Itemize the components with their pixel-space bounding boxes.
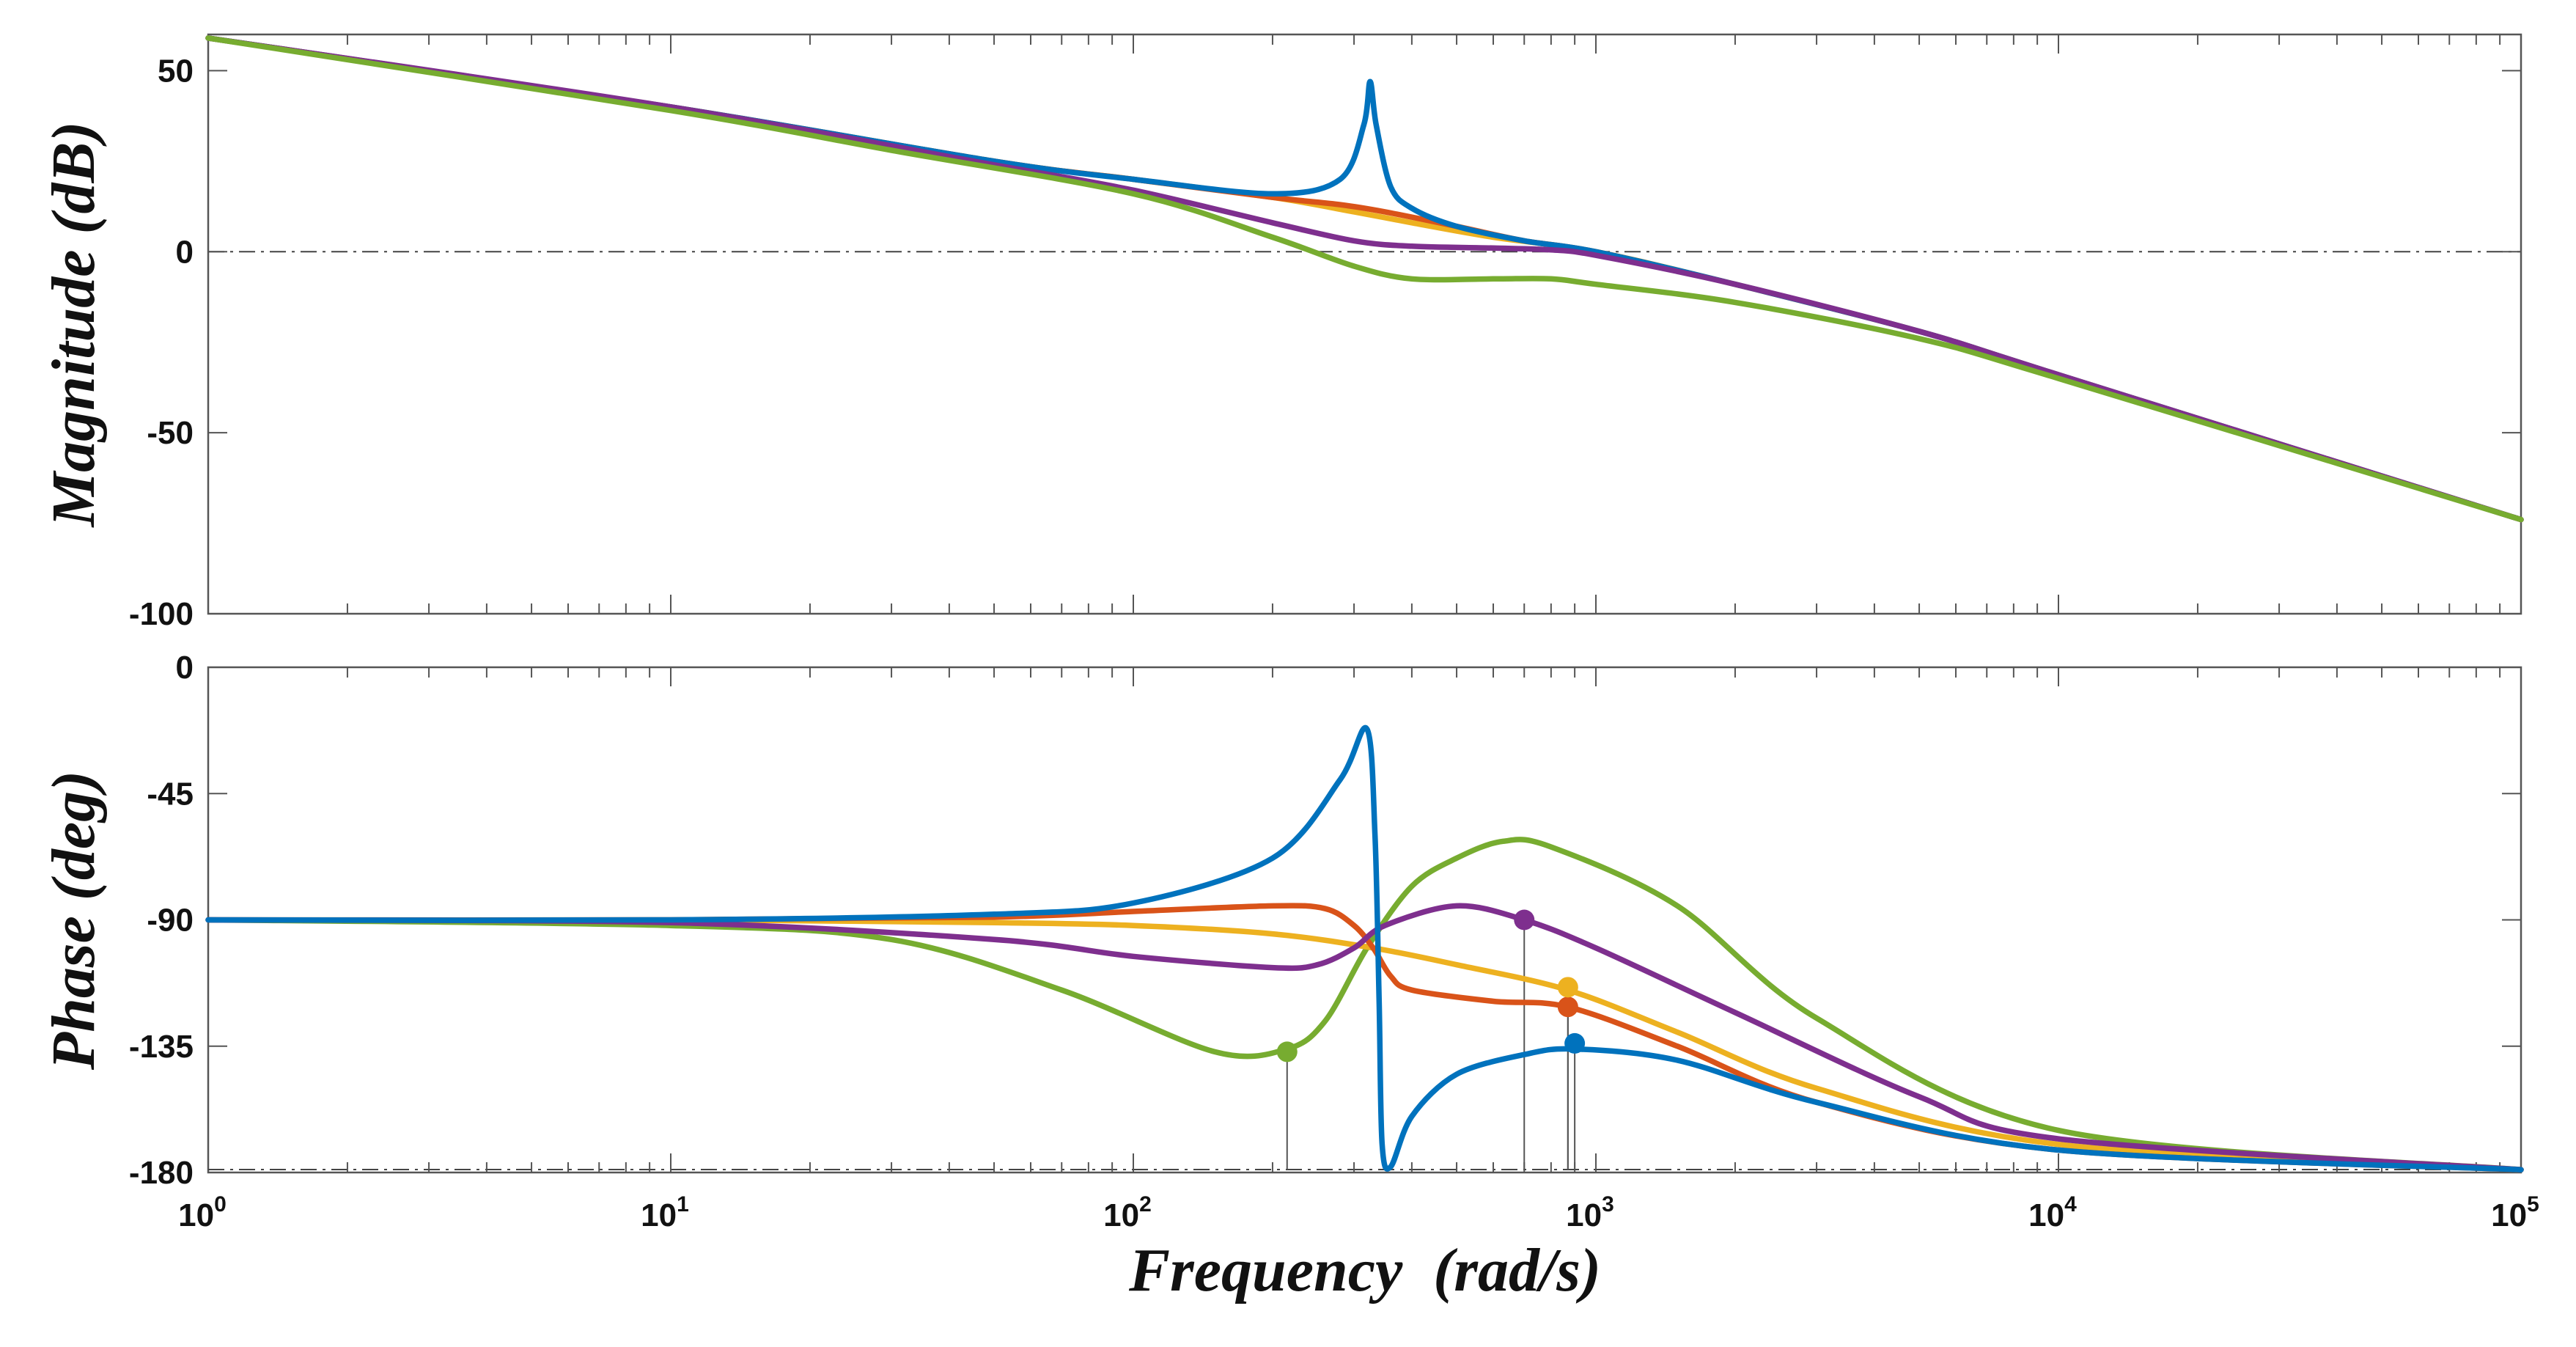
phase-y-tick-label: -135 [129, 1029, 194, 1065]
x-tick-exponent: 0 [214, 1192, 227, 1216]
phase-panel: 0 -45 -90 -135 -180 [129, 650, 2524, 1191]
x-tick-label: 102 [1103, 1192, 1152, 1233]
x-tick-label: 100 [178, 1192, 227, 1233]
magnitude-plot-frame [207, 33, 2522, 615]
phase-curve-yellow [704, 917, 2524, 1172]
x-tick-exponent: 2 [1139, 1192, 1152, 1216]
x-tick-label: 101 [641, 1192, 689, 1233]
magnitude-y-tick-label: 50 [158, 53, 194, 89]
magnitude-axis-label: Magnitude (dB) [40, 121, 108, 528]
magnitude-y-tick-label: -100 [129, 596, 194, 632]
magnitude-curve-green [205, 35, 2524, 523]
x-tick-exponent: 3 [1602, 1192, 1614, 1216]
x-tick-base: 10 [1103, 1197, 1139, 1233]
x-tick-base: 10 [2491, 1197, 2527, 1233]
x-tick-exponent: 5 [2527, 1192, 2539, 1216]
phase-margin-marker-purple [1514, 909, 1535, 931]
x-tick-base: 10 [178, 1197, 214, 1233]
phase-margin-marker-orange [1557, 997, 1578, 1018]
magnitude-curve-purple [205, 35, 2524, 523]
magnitude-panel: 50 0 -50 -100 [129, 33, 2524, 632]
x-axis-label: Frequency (rad/s) [1128, 1236, 1601, 1304]
x-tick-exponent: 4 [2064, 1192, 2077, 1216]
phase-curve-green [205, 837, 2524, 1172]
phase-margin-marker-green [1276, 1041, 1298, 1062]
phase-y-tick-label: -180 [129, 1155, 194, 1191]
phase-y-tick-label: -90 [147, 903, 194, 939]
magnitude-y-tick-label: -50 [147, 415, 194, 451]
magnitude-curve-blue [205, 35, 2524, 523]
x-tick-exponent: 1 [677, 1192, 689, 1216]
x-tick-base: 10 [2028, 1197, 2064, 1233]
x-tick-base: 10 [1566, 1197, 1602, 1233]
phase-axis-label: Phase (deg) [40, 771, 108, 1071]
magnitude-y-tick-label: 0 [176, 234, 194, 270]
x-tick-label: 103 [1566, 1192, 1614, 1233]
phase-curve-purple [205, 903, 2524, 1172]
phase-y-tick-label: 0 [176, 650, 194, 686]
x-tick-label: 104 [2028, 1192, 2077, 1233]
phase-curve-blue [205, 724, 2524, 1172]
x-tick-label: 105 [2491, 1192, 2539, 1233]
phase-margin-marker-yellow [1557, 977, 1578, 998]
phase-y-tick-label: -45 [147, 776, 194, 812]
x-tick-base: 10 [641, 1197, 677, 1233]
phase-margin-marker-blue [1564, 1032, 1586, 1054]
